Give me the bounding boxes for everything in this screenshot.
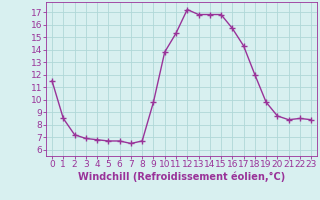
- X-axis label: Windchill (Refroidissement éolien,°C): Windchill (Refroidissement éolien,°C): [78, 172, 285, 182]
